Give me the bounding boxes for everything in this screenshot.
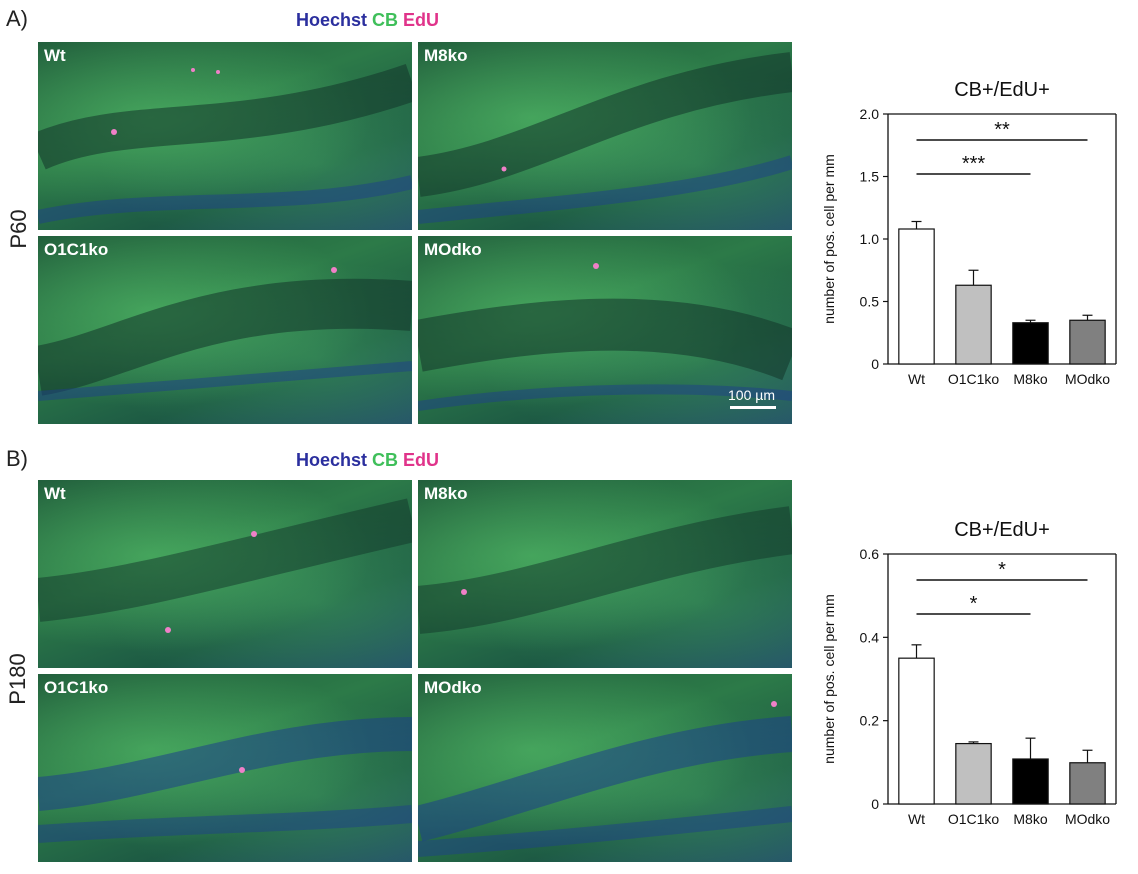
- x-tick-label: M8ko: [1013, 811, 1047, 827]
- chart-title: CB+/EdU+: [954, 79, 1050, 101]
- micrograph-label: M8ko: [424, 484, 468, 503]
- micrograph-b-m8ko: M8ko: [418, 480, 792, 668]
- bar-wt: [898, 657, 935, 805]
- micrograph-b-modko: MOdko: [418, 674, 792, 862]
- panel-b-stain-legend: Hoechst CB EdU: [296, 450, 439, 471]
- x-tick-label: O1C1ko: [948, 811, 1000, 827]
- bar-o1c1ko: [955, 284, 992, 365]
- micrograph-a-modko: MOdko 100 µm: [418, 236, 792, 424]
- y-tick-label: 1.5: [860, 169, 880, 185]
- x-tick-label: MOdko: [1065, 811, 1110, 827]
- y-tick-label: 2.0: [860, 106, 880, 122]
- significance-label: *: [970, 593, 978, 615]
- micrograph-b-wt: Wt: [38, 480, 412, 668]
- hoechst-label: Hoechst: [296, 450, 368, 470]
- micrograph-a-m8ko: M8ko: [418, 42, 792, 230]
- bar-modko: [1069, 319, 1106, 365]
- micrograph-label: M8ko: [424, 46, 468, 65]
- significance-label: *: [998, 559, 1006, 581]
- micrograph-label: MOdko: [424, 678, 482, 697]
- micrograph-label: O1C1ko: [44, 678, 109, 697]
- y-axis-label: number of pos. cell per mm: [821, 154, 837, 324]
- edu-label: EdU: [403, 450, 440, 470]
- panel-b-age: P180: [5, 653, 30, 705]
- micrograph-a-wt: Wt: [38, 42, 412, 230]
- bar-m8ko: [1012, 322, 1049, 365]
- panel-a-age: P60: [6, 209, 31, 249]
- significance-label: **: [994, 119, 1010, 141]
- significance-label: ***: [962, 153, 986, 175]
- x-tick-label: MOdko: [1065, 371, 1110, 387]
- y-tick-label: 0.6: [860, 546, 880, 562]
- bar-modko: [1069, 762, 1106, 805]
- panel-b-letter: B): [6, 446, 28, 471]
- panel-a-letter: A): [6, 6, 28, 31]
- y-tick-label: 0: [871, 356, 879, 372]
- y-tick-label: 0: [871, 796, 879, 812]
- bar-chart-b: CB+/EdU+ number of pos. cell per mm 0 0.2 0.…: [821, 519, 1117, 827]
- cb-label: CB: [372, 450, 399, 470]
- x-tick-label: O1C1ko: [948, 371, 1000, 387]
- bar-chart-a: CB+/EdU+ number of pos. cell per mm 0 0.5 1.…: [821, 79, 1117, 387]
- x-tick-label: M8ko: [1013, 371, 1047, 387]
- micrograph-label: O1C1ko: [44, 240, 109, 259]
- y-tick-label: 0.2: [860, 713, 880, 729]
- bar-o1c1ko: [955, 742, 992, 805]
- micrograph-label: Wt: [44, 484, 66, 503]
- chart-title: CB+/EdU+: [954, 519, 1050, 541]
- x-tick-label: Wt: [908, 371, 925, 387]
- y-axis-label: number of pos. cell per mm: [821, 594, 837, 764]
- bar-wt: [898, 228, 935, 365]
- bar-m8ko: [1012, 758, 1049, 805]
- y-tick-label: 0.5: [860, 294, 880, 310]
- micrograph-b-o1c1ko: O1C1ko: [38, 674, 412, 862]
- y-tick-label: 0.4: [860, 629, 880, 645]
- hoechst-label: Hoechst: [296, 10, 368, 30]
- y-tick-label: 1.0: [860, 231, 880, 247]
- cb-label: CB: [372, 10, 399, 30]
- micrograph-label: Wt: [44, 46, 66, 65]
- panel-a-stain-legend: Hoechst CB EdU: [296, 10, 439, 31]
- edu-label: EdU: [403, 10, 440, 30]
- x-tick-label: Wt: [908, 811, 925, 827]
- scale-bar: [730, 406, 776, 409]
- micrograph-label: MOdko: [424, 240, 482, 259]
- micrograph-a-o1c1ko: O1C1ko: [38, 236, 412, 424]
- scale-bar-label: 100 µm: [728, 387, 775, 403]
